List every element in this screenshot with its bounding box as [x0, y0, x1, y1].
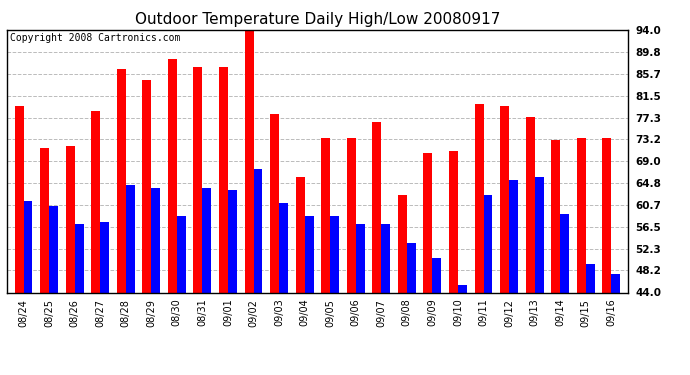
Bar [168, 59, 177, 292]
Bar [193, 67, 202, 292]
Bar [304, 216, 313, 292]
Bar [49, 206, 58, 292]
Bar [219, 67, 228, 292]
Bar [373, 122, 382, 292]
Bar [23, 201, 32, 292]
Title: Outdoor Temperature Daily High/Low 20080917: Outdoor Temperature Daily High/Low 20080… [135, 12, 500, 27]
Bar [296, 177, 304, 292]
Bar [151, 188, 160, 292]
Bar [475, 104, 484, 292]
Bar [500, 106, 509, 292]
Bar [484, 195, 493, 292]
Bar [66, 146, 75, 292]
Bar [382, 224, 391, 292]
Bar [91, 111, 100, 292]
Bar [535, 177, 544, 292]
Bar [322, 138, 331, 292]
Bar [117, 69, 126, 292]
Bar [449, 151, 458, 292]
Bar [602, 138, 611, 292]
Bar [228, 190, 237, 292]
Bar [347, 138, 356, 292]
Bar [407, 243, 416, 292]
Bar [586, 264, 595, 292]
Bar [202, 188, 211, 292]
Bar [270, 114, 279, 292]
Bar [331, 216, 339, 292]
Bar [40, 148, 49, 292]
Bar [551, 140, 560, 292]
Bar [142, 80, 151, 292]
Bar [526, 117, 535, 292]
Bar [433, 258, 442, 292]
Bar [244, 30, 253, 292]
Bar [14, 106, 23, 292]
Bar [356, 224, 365, 292]
Bar [126, 185, 135, 292]
Bar [177, 216, 186, 292]
Bar [100, 222, 109, 292]
Bar [611, 274, 620, 292]
Bar [458, 285, 467, 292]
Bar [509, 180, 518, 292]
Bar [560, 214, 569, 292]
Bar [279, 203, 288, 292]
Bar [424, 153, 433, 292]
Bar [577, 138, 586, 292]
Text: Copyright 2008 Cartronics.com: Copyright 2008 Cartronics.com [10, 33, 180, 43]
Bar [253, 169, 262, 292]
Bar [75, 224, 83, 292]
Bar [398, 195, 407, 292]
